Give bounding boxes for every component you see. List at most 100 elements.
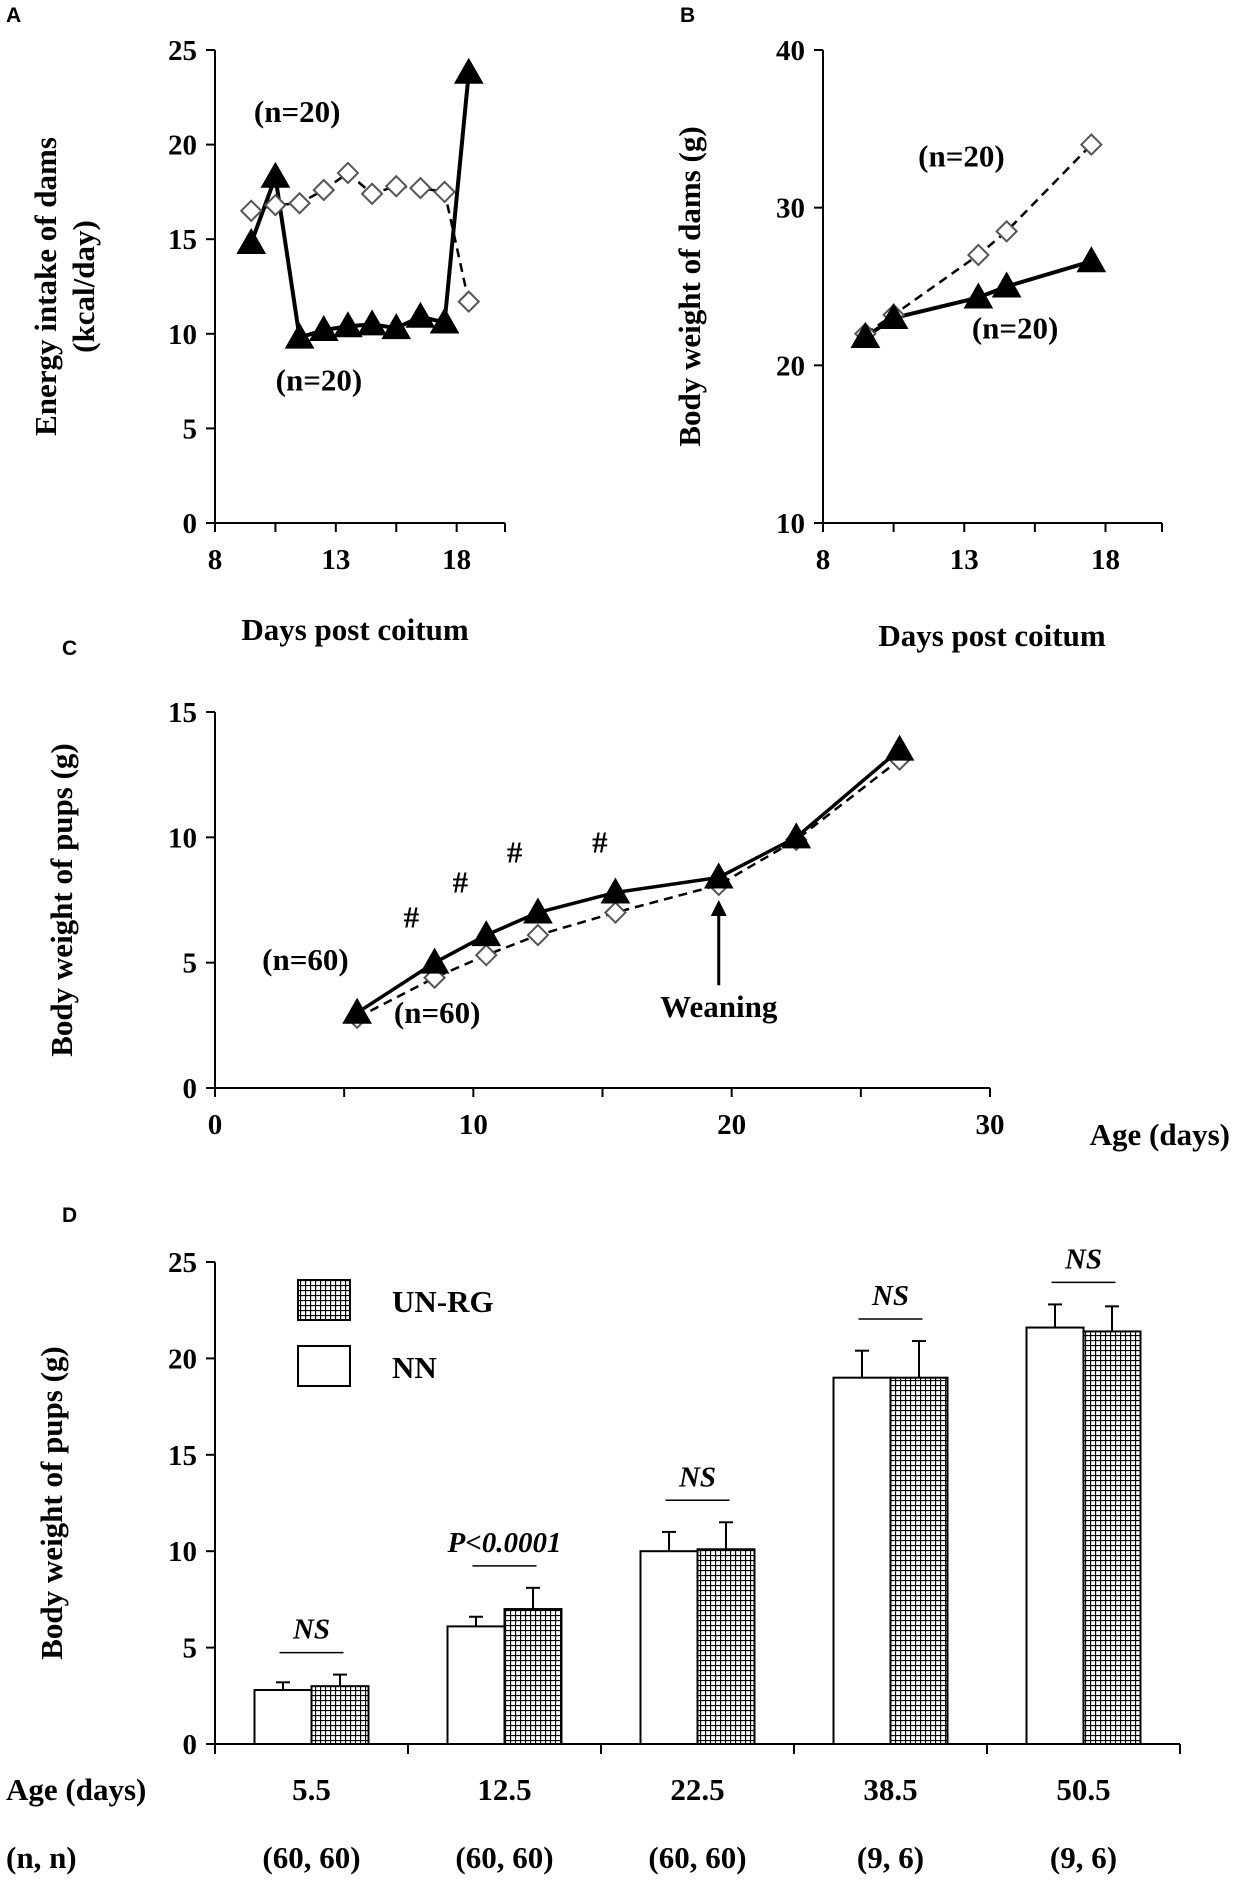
x-axis-title: Days post coitum [241, 612, 469, 647]
n-annotation: (n=20) [276, 363, 363, 398]
y-tick-label: 0 [183, 1729, 198, 1761]
x-tick-label: 13 [950, 544, 979, 576]
y-tick-label: 15 [168, 697, 197, 729]
data-point-nn [312, 178, 336, 202]
data-point-nn [336, 161, 360, 185]
panel-label: D [62, 1204, 77, 1227]
y-tick-label: 10 [168, 1536, 197, 1568]
x-tick-label: 0 [208, 1109, 223, 1141]
data-point-nn [239, 199, 263, 223]
y-tick-label: 5 [183, 1633, 198, 1665]
data-point-un-rg [381, 313, 412, 340]
n-value-label: (60, 60) [455, 1840, 553, 1875]
panel-c: C 0 5 10 15 0 10 20 30 Body weight of pups (g) Age… [44, 637, 1230, 1152]
x-axis-title: Days post coitum [878, 618, 1106, 653]
significance-label: NS [678, 1461, 716, 1493]
data-point-nn [1079, 133, 1103, 157]
x-axis-title: Age (days) [6, 1772, 146, 1807]
y-tick-label: 20 [168, 1343, 197, 1375]
x-tick-label: 18 [442, 544, 471, 576]
data-point-un-rg [781, 822, 812, 849]
x-tick-label: 20 [717, 1109, 746, 1141]
significance-label: NS [292, 1614, 330, 1646]
category-label: 5.5 [292, 1772, 331, 1807]
panel-a: A 0 5 10 15 20 25 8 13 18 Energy intake of dams (kc… [6, 4, 506, 647]
data-point-un-rg [342, 997, 372, 1024]
series-line-nn [250, 171, 470, 302]
data-point-un-rg [284, 322, 315, 349]
data-point-un-rg [236, 227, 267, 254]
x-tick-label: 8 [816, 544, 831, 576]
panel-label: C [62, 637, 77, 660]
weaning-label: Weaning [660, 989, 778, 1024]
legend-swatch-nn [297, 1345, 351, 1387]
significance-label: NS [871, 1280, 909, 1312]
data-point-un-rg [453, 57, 484, 84]
bar-un-rg [503, 1608, 563, 1746]
data-point-un-rg [703, 862, 734, 889]
panel-label: B [680, 4, 695, 27]
series-line-un-rg [249, 72, 471, 341]
y-tick-label: 20 [776, 350, 805, 382]
data-point-nn [526, 923, 550, 947]
n-annotation: (n=20) [918, 139, 1005, 174]
data-point-nn [995, 219, 1019, 243]
bar-nn [832, 1376, 892, 1746]
category-label: 12.5 [477, 1772, 531, 1807]
n-value-label: (9, 6) [1050, 1840, 1117, 1875]
data-point-un-rg [357, 309, 387, 336]
data-point-un-rg [308, 315, 339, 342]
x-tick-label: 30 [976, 1109, 1005, 1141]
data-point-nn [604, 901, 627, 924]
data-point-nn [384, 174, 408, 198]
legend-swatch-un-rg [297, 1279, 351, 1321]
significance-hash: # [404, 900, 420, 935]
weaning-arrow-head [710, 900, 727, 916]
panel-b: B 10 20 30 40 8 13 18 Body weight of dams (g) Day… [672, 4, 1163, 653]
category-label: 50.5 [1056, 1772, 1110, 1807]
x-tick-label: 13 [321, 544, 350, 576]
y-tick-label: 5 [183, 413, 198, 445]
bar-un-rg [1082, 1330, 1142, 1745]
data-point-nn [288, 191, 311, 215]
bar-un-rg [310, 1685, 370, 1746]
y-axis-title-line2: (kcal/day) [66, 220, 101, 353]
x-tick-label: 18 [1091, 544, 1120, 576]
data-point-un-rg [884, 734, 915, 761]
y-tick-label: 25 [168, 35, 197, 67]
n-value-label: (60, 60) [262, 1840, 360, 1875]
n-annotation: (n=20) [254, 94, 341, 129]
y-axis-title: Body weight of pups (g) [44, 743, 79, 1057]
n-row-label: (n, n) [6, 1840, 77, 1875]
x-tick-label: 8 [208, 544, 223, 576]
x-axis-title: Age (days) [1090, 1117, 1230, 1152]
data-point-un-rg [405, 301, 436, 328]
data-point-nn [264, 193, 287, 217]
data-point-un-rg [260, 161, 291, 188]
category-label: 38.5 [863, 1772, 917, 1807]
y-tick-label: 20 [168, 130, 197, 162]
legend: UN-RG NN [297, 1279, 494, 1387]
y-tick-label: 25 [168, 1247, 197, 1279]
n-annotation: (n=60) [394, 995, 481, 1030]
data-point-nn [474, 943, 498, 967]
y-tick-label: 0 [183, 1073, 198, 1105]
y-tick-label: 40 [776, 35, 805, 67]
bar-un-rg [696, 1548, 756, 1745]
panel-d: D 0 5 10 15 20 25 Body weight of pups (g) Age (d… [6, 1204, 1181, 1875]
y-tick-label: 10 [168, 319, 197, 351]
y-axis-title-line1: Energy intake of dams [28, 137, 63, 436]
y-tick-label: 15 [168, 1440, 197, 1472]
y-tick-label: 0 [183, 508, 198, 540]
significance-label: P<0.0001 [447, 1527, 562, 1559]
n-value-label: (9, 6) [857, 1840, 924, 1875]
data-point-un-rg [600, 877, 631, 904]
data-point-un-rg [419, 947, 450, 974]
data-point-un-rg [878, 303, 909, 330]
series-line-nn [356, 758, 901, 1019]
y-tick-label: 10 [168, 822, 197, 854]
y-tick-label: 30 [776, 193, 805, 225]
bar-nn [253, 1689, 313, 1745]
y-tick-label: 15 [168, 224, 197, 256]
y-tick-label: 10 [776, 508, 805, 540]
